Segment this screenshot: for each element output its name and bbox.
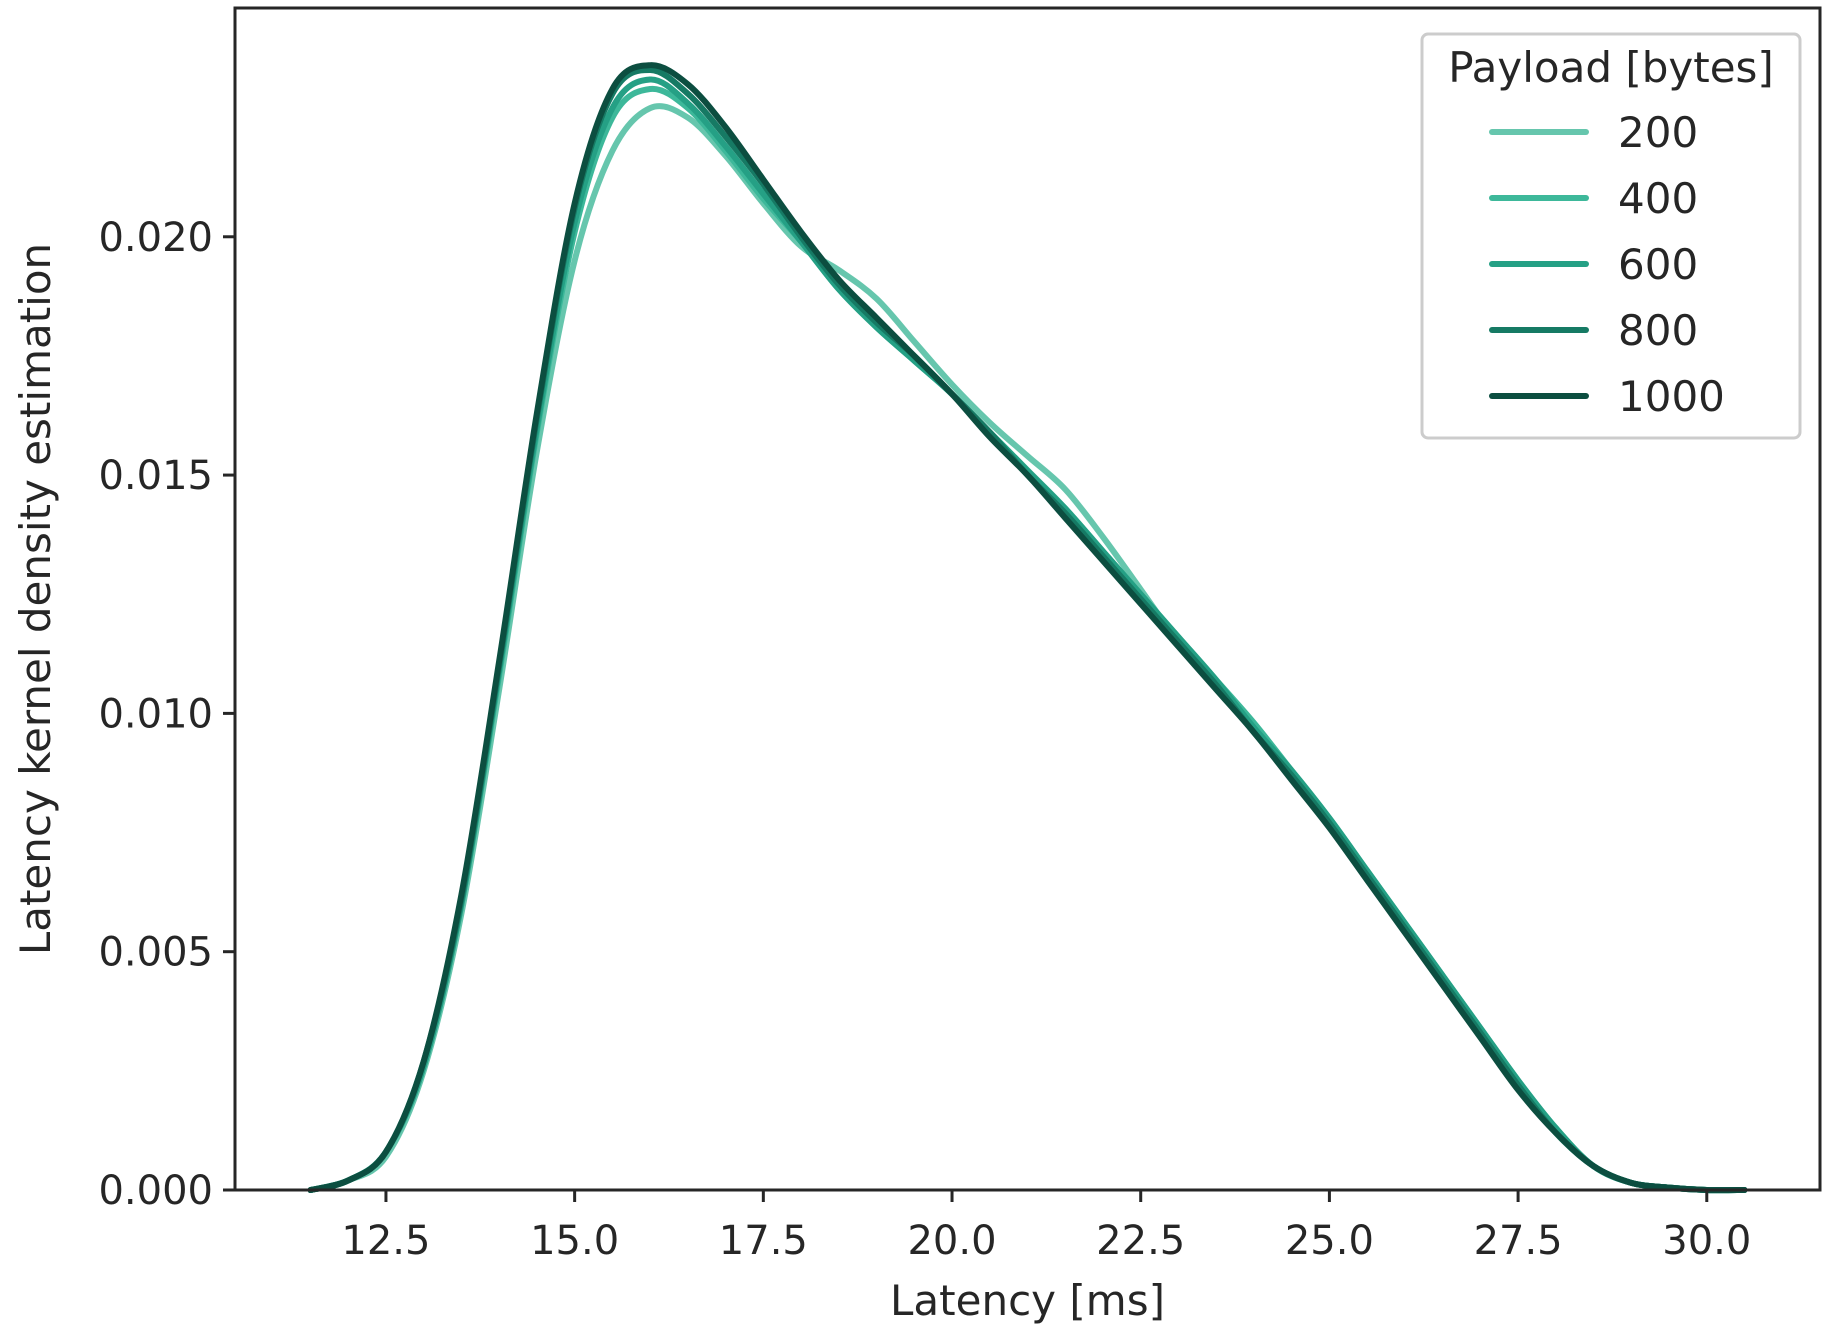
x-tick-label: 17.5 [719, 1218, 808, 1264]
legend-entry-1000: 1000 [1489, 372, 1725, 421]
x-tick-label: 30.0 [1662, 1218, 1751, 1264]
legend-entry-800: 800 [1489, 306, 1698, 355]
series-line-1000 [307, 62, 1748, 1194]
legend-entries: 200 400 600 800 1000 [1489, 108, 1725, 421]
legend-label: 1000 [1618, 372, 1725, 421]
legend-entry-200: 200 [1489, 108, 1698, 157]
legend: Payload [bytes] 200 400 600 800 1000 [1420, 32, 1802, 440]
legend-entry-600: 600 [1489, 240, 1698, 289]
y-tick-label: 0.015 [98, 453, 213, 499]
y-tick-label: 0.000 [98, 1168, 213, 1214]
x-tick-label: 12.5 [341, 1218, 430, 1264]
x-tick-label: 22.5 [1096, 1218, 1185, 1264]
y-tick-label: 0.005 [98, 930, 213, 976]
legend-label: 200 [1618, 108, 1698, 157]
y-tick-label: 0.020 [98, 215, 213, 261]
x-tick-label: 25.0 [1285, 1218, 1374, 1264]
legend-box [1420, 32, 1802, 440]
y-axis-label: Latency kernel density estimation [11, 243, 60, 955]
plot-frame [233, 6, 1822, 1192]
legend-label: 400 [1618, 174, 1698, 223]
x-tick-label: 20.0 [907, 1218, 996, 1264]
legend-label: 800 [1618, 306, 1698, 355]
ticks-layer: 12.5 15.0 17.5 20.0 22.5 25.0 27.5 30.0 0.000 0.0… [98, 215, 1751, 1264]
series-layer [307, 62, 1748, 1194]
legend-label: 600 [1618, 240, 1698, 289]
x-tick-label: 27.5 [1474, 1218, 1563, 1264]
legend-title: Payload [bytes] [1448, 43, 1774, 92]
legend-entry-400: 400 [1489, 174, 1698, 223]
y-tick-label: 0.010 [98, 691, 213, 737]
x-axis-label: Latency [ms] [890, 1276, 1165, 1325]
x-tick-label: 15.0 [530, 1218, 619, 1264]
